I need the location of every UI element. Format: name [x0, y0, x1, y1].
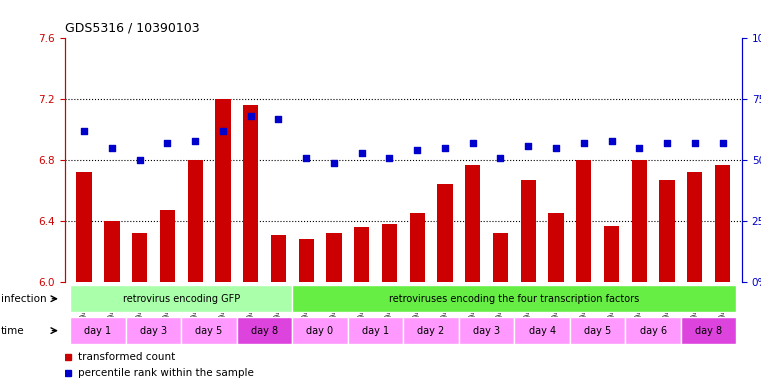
Bar	[354, 227, 369, 282]
Text: day 8: day 8	[695, 326, 722, 336]
Text: retroviruses encoding the four transcription factors: retroviruses encoding the four transcrip…	[389, 294, 639, 304]
Text: infection: infection	[1, 294, 46, 304]
Point	[689, 140, 701, 146]
Bar	[70, 317, 126, 344]
Bar	[126, 317, 181, 344]
Bar	[403, 317, 459, 344]
Text: day 8: day 8	[251, 326, 278, 336]
Bar	[659, 180, 675, 282]
Point	[495, 155, 507, 161]
Text: day 3: day 3	[140, 326, 167, 336]
Bar	[326, 233, 342, 282]
Point	[328, 159, 340, 166]
Point	[466, 140, 479, 146]
Point	[78, 128, 91, 134]
Bar	[409, 214, 425, 282]
Bar	[70, 285, 292, 312]
Point	[578, 140, 590, 146]
Bar	[604, 225, 619, 282]
Point	[217, 128, 229, 134]
Bar	[465, 165, 480, 282]
Bar	[687, 172, 702, 282]
Bar	[215, 99, 231, 282]
Text: day 1: day 1	[362, 326, 389, 336]
Bar	[493, 233, 508, 282]
Bar	[521, 180, 536, 282]
Point	[439, 145, 451, 151]
Text: GDS5316 / 10390103: GDS5316 / 10390103	[65, 22, 199, 35]
Bar	[549, 214, 564, 282]
Bar	[438, 184, 453, 282]
Bar	[576, 160, 591, 282]
Point	[633, 145, 645, 151]
Bar	[187, 160, 202, 282]
Point	[161, 140, 174, 146]
Point	[244, 113, 256, 119]
Text: day 5: day 5	[196, 326, 223, 336]
Bar	[632, 160, 647, 282]
Bar	[292, 285, 737, 312]
Point	[106, 145, 118, 151]
Point	[716, 140, 728, 146]
Text: day 0: day 0	[307, 326, 333, 336]
Bar	[292, 317, 348, 344]
Text: transformed count: transformed count	[78, 352, 176, 362]
Bar	[132, 233, 148, 282]
Bar	[271, 235, 286, 282]
Bar	[298, 239, 314, 282]
Bar	[104, 221, 119, 282]
Bar	[459, 317, 514, 344]
Point	[550, 145, 562, 151]
Point	[606, 137, 618, 144]
Bar	[237, 317, 292, 344]
Text: time: time	[1, 326, 24, 336]
Bar	[348, 317, 403, 344]
Bar	[715, 165, 730, 282]
Bar	[181, 317, 237, 344]
Point	[272, 116, 285, 122]
Text: day 1: day 1	[84, 326, 112, 336]
Point	[384, 155, 396, 161]
Point	[355, 150, 368, 156]
Point	[522, 142, 534, 149]
Bar	[243, 105, 258, 282]
Text: percentile rank within the sample: percentile rank within the sample	[78, 368, 254, 378]
Point	[189, 137, 201, 144]
Text: retrovirus encoding GFP: retrovirus encoding GFP	[123, 294, 240, 304]
Bar	[77, 172, 92, 282]
Point	[133, 157, 145, 163]
Bar	[681, 317, 737, 344]
Text: day 4: day 4	[529, 326, 556, 336]
Text: day 2: day 2	[418, 326, 444, 336]
Text: day 3: day 3	[473, 326, 500, 336]
Text: day 5: day 5	[584, 326, 611, 336]
Bar	[626, 317, 681, 344]
Bar	[382, 224, 397, 282]
Bar	[514, 317, 570, 344]
Point	[661, 140, 673, 146]
Bar	[570, 317, 626, 344]
Text: day 6: day 6	[639, 326, 667, 336]
Point	[300, 155, 312, 161]
Point	[411, 147, 423, 154]
Bar	[160, 210, 175, 282]
